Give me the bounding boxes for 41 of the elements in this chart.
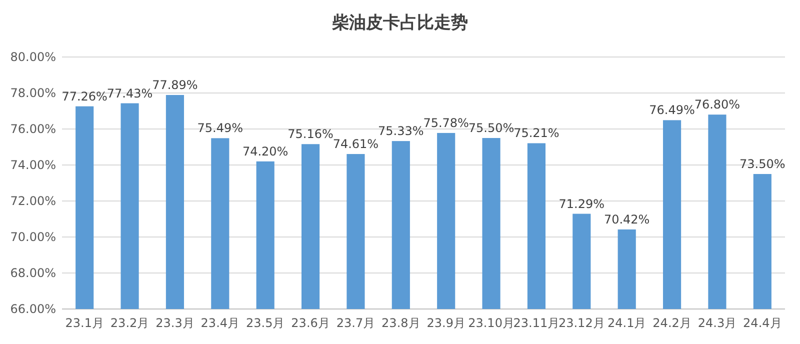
x-tick-label: 23.6月	[291, 316, 330, 330]
x-tick-label: 23.10月	[468, 316, 514, 330]
x-tick-label: 23.2月	[110, 316, 150, 330]
x-tick-label: 23.11月	[513, 316, 560, 330]
data-label: 77.89%	[152, 78, 198, 92]
x-tick-label: 23.4月	[200, 316, 240, 330]
data-label: 75.50%	[468, 121, 514, 135]
data-label: 75.16%	[288, 127, 334, 142]
data-label: 76.49%	[649, 103, 695, 118]
data-label: 75.78%	[423, 116, 469, 130]
y-tick-label: 70.00%	[10, 230, 56, 244]
x-tick-label: 23.5月	[246, 316, 285, 330]
data-label: 71.29%	[558, 196, 605, 211]
y-tick-label: 66.00%	[10, 302, 56, 316]
y-tick-label: 78.00%	[10, 86, 56, 100]
data-label: 76.80%	[694, 98, 740, 112]
x-tick-label: 23.7月	[336, 316, 376, 330]
data-label: 70.42%	[604, 212, 650, 226]
data-label: 74.20%	[242, 144, 288, 158]
x-tick-label: 24.4月	[743, 316, 782, 330]
x-tick-label: 23.12月	[558, 316, 605, 330]
data-label: 73.50%	[740, 157, 786, 171]
data-label: 74.61%	[332, 137, 379, 152]
x-tick-label: 23.8月	[382, 316, 420, 330]
y-tick-label: 72.00%	[10, 194, 56, 208]
x-tick-label: 24.1月	[607, 316, 646, 330]
y-tick-label: 76.00%	[10, 122, 56, 136]
y-tick-label: 68.00%	[10, 266, 56, 280]
y-tick-label: 74.00%	[10, 158, 56, 172]
y-tick-label: 80.00%	[10, 50, 56, 64]
chart-title: 柴油皮卡占比走势	[331, 13, 468, 33]
data-label: 77.43%	[106, 86, 153, 100]
x-tick-label: 24.3月	[698, 316, 737, 330]
x-tick-label: 23.3月	[156, 316, 194, 330]
x-tick-label: 23.9月	[426, 316, 466, 330]
data-label: 75.21%	[514, 126, 560, 140]
data-label: 75.33%	[378, 124, 424, 138]
data-label: 75.49%	[197, 121, 244, 136]
data-label: 77.26%	[62, 89, 108, 104]
x-tick-label: 24.2月	[652, 316, 692, 330]
x-tick-label: 23.1月	[65, 316, 104, 330]
